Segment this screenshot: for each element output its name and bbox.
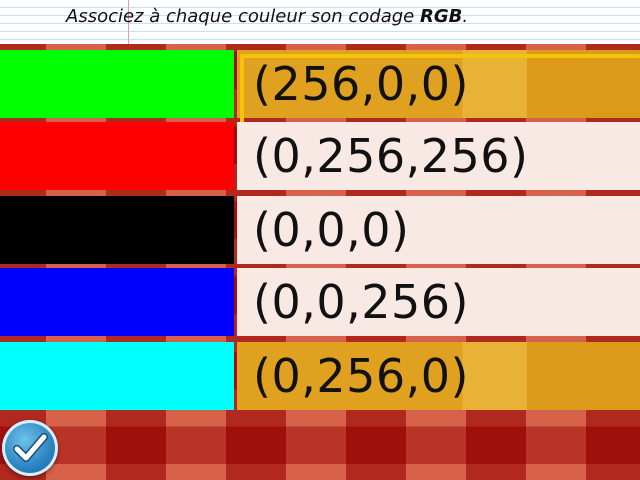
instruction-prefix: Associez à chaque couleur son codage bbox=[66, 6, 420, 27]
color-swatch-black[interactable] bbox=[0, 196, 234, 264]
instruction-text: Associez à chaque couleur son codage RGB… bbox=[66, 6, 468, 27]
rgb-code-card[interactable]: (0,0,256) bbox=[237, 268, 640, 336]
color-swatch-red[interactable] bbox=[0, 122, 234, 190]
rgb-code-card[interactable]: (256,0,0) bbox=[237, 50, 640, 132]
rgb-code-label: (0,256,256) bbox=[253, 129, 529, 183]
rgb-code-card[interactable]: (0,256,256) bbox=[237, 122, 640, 190]
rgb-code-card[interactable]: (0,256,0) bbox=[237, 342, 640, 410]
rgb-code-card[interactable]: (0,0,0) bbox=[237, 196, 640, 264]
instruction-bold: RGB bbox=[419, 6, 463, 27]
instruction-header: Associez à chaque couleur son codage RGB… bbox=[0, 0, 640, 44]
color-swatch-green[interactable] bbox=[0, 50, 234, 118]
rgb-code-label: (0,0,0) bbox=[253, 203, 410, 257]
rgb-code-label: (0,256,0) bbox=[253, 349, 469, 403]
checkmark-icon bbox=[13, 433, 48, 462]
color-swatch-blue[interactable] bbox=[0, 268, 234, 336]
validate-button[interactable] bbox=[2, 420, 58, 476]
instruction-suffix: . bbox=[462, 6, 469, 27]
rgb-code-label: (256,0,0) bbox=[253, 57, 469, 111]
color-swatch-cyan[interactable] bbox=[0, 342, 234, 410]
rgb-code-label: (0,0,256) bbox=[253, 275, 469, 329]
notebook-margin-line bbox=[128, 0, 129, 44]
